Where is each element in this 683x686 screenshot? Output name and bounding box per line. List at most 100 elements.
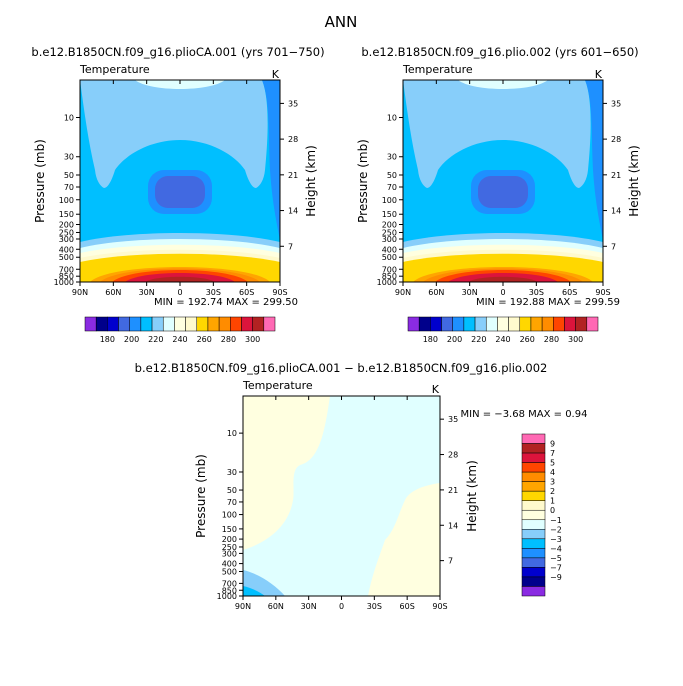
contour-fill-upper [403, 80, 591, 188]
height-tick-label: 14 [611, 207, 621, 216]
x-tick-label: 30S [206, 288, 221, 297]
y-tick-label: 200 [222, 535, 237, 544]
colorbar-label: 4 [550, 468, 555, 477]
colorbar-swatch [185, 316, 198, 332]
contour-fill-level-10 [145, 276, 215, 282]
height-tick-label: 21 [288, 171, 298, 180]
colorbar-swatch [586, 316, 599, 332]
contour-fill-polar-band [585, 80, 603, 240]
colorbar-swatch [521, 481, 546, 492]
panel-1-field-label: Temperature [79, 63, 150, 76]
y-tick-label: 50 [387, 171, 397, 180]
panel-1-units: K [272, 68, 280, 81]
y-tick-label: 500 [382, 253, 397, 262]
panel-3-title: b.e12.B1850CN.f09_g16.plioCA.001 − b.e12… [135, 361, 548, 375]
panel-2-units: K [595, 68, 603, 81]
colorbar-label: 9 [550, 440, 555, 449]
colorbar-label: −9 [550, 573, 562, 582]
y-tick-label: 300 [59, 235, 74, 244]
y-tick-label: 150 [222, 525, 237, 534]
colorbar-swatch [452, 316, 465, 332]
y-tick-label: 150 [59, 210, 74, 219]
colorbar-swatch [521, 586, 546, 597]
height-tick-label: 35 [448, 415, 458, 424]
height-tick-label: 14 [288, 207, 298, 216]
height-tick-label: 28 [448, 451, 458, 460]
colorbar-swatch [564, 316, 576, 332]
y-tick-label: 300 [382, 235, 397, 244]
panel-3-ylabel: Pressure (mb) [194, 454, 208, 538]
panel-3-plot [243, 396, 440, 596]
colorbar-swatch [418, 316, 431, 332]
colorbar-swatch [407, 316, 420, 332]
x-tick-label: 60S [239, 288, 254, 297]
colorbar-swatch [196, 316, 209, 332]
colorbar-label: 0 [550, 506, 555, 515]
panel-2-title: b.e12.B1850CN.f09_g16.plio.002 (yrs 601−… [361, 45, 638, 59]
y-tick-label: 700 [59, 265, 74, 274]
height-tick-label: 14 [448, 521, 458, 530]
colorbar-swatch [118, 316, 130, 332]
y-tick-label: 10 [387, 114, 397, 123]
colorbar-swatch [463, 316, 476, 332]
colorbar-label: −2 [550, 525, 562, 534]
y-tick-label: 850 [59, 272, 74, 281]
colorbar-swatch [485, 316, 498, 332]
y-tick-label: 1000 [54, 278, 74, 287]
colorbar-label: 240 [495, 335, 510, 344]
colorbar-label: −5 [550, 554, 562, 563]
y-tick-label: 100 [382, 196, 397, 205]
y-tick-label: 300 [222, 549, 237, 558]
colorbar-swatch [508, 316, 521, 332]
x-tick-label: 60N [428, 288, 444, 297]
panel-1-axes: 90N 60N 30N 0 30S 60S 90S103050701001502002503… [54, 80, 298, 297]
colorbar-label: 1 [550, 497, 555, 506]
colorbar-swatch [174, 316, 186, 332]
panel-2-plot [403, 80, 603, 282]
contour-fill-upper [80, 80, 268, 188]
colorbar-label: −7 [550, 563, 562, 572]
colorbar-swatch [162, 316, 175, 332]
y-tick-label: 850 [382, 272, 397, 281]
x-tick-label: 90N [235, 602, 251, 611]
panel-1-ylabel: Pressure (mb) [33, 139, 47, 223]
y-tick-label: 250 [59, 228, 74, 237]
x-tick-label: 90S [272, 288, 287, 297]
colorbar-swatch [521, 529, 546, 540]
panel-1-colorbar: 180 200 220 240 260 280 300 [84, 316, 276, 344]
colorbar-swatch [521, 452, 546, 463]
panel-3-units: K [432, 383, 440, 396]
colorbar-swatch [521, 576, 546, 587]
contour-fill-polar-band [262, 80, 280, 240]
colorbar-swatch [521, 557, 546, 568]
colorbar-swatch [497, 316, 509, 332]
panel-2-field-label: Temperature [402, 63, 473, 76]
panel-1-stats: MIN = 192.74 MAX = 299.50 [154, 297, 298, 308]
y-tick-label: 10 [64, 114, 74, 123]
y-tick-label: 500 [222, 567, 237, 576]
colorbar-swatch [140, 316, 153, 332]
colorbar-swatch [521, 490, 546, 501]
colorbar-swatch [521, 548, 546, 559]
x-tick-label: 30N [301, 602, 317, 611]
colorbar-swatch [430, 316, 442, 332]
y-tick-label: 400 [382, 245, 397, 254]
diff-fill-negative-2 [243, 586, 265, 596]
x-tick-label: 0 [339, 602, 344, 611]
y-tick-label: 200 [382, 221, 397, 230]
y-tick-label: 70 [64, 183, 74, 192]
colorbar-swatch [218, 316, 231, 332]
x-tick-label: 30N [462, 288, 478, 297]
panel-1: b.e12.B1850CN.f09_g16.plioCA.001 (yrs 70… [31, 45, 324, 344]
panel-2-colorbar: 180 200 220 240 260 280 300 [407, 316, 599, 344]
y-tick-label: 850 [222, 586, 237, 595]
y-tick-label: 10 [227, 429, 237, 438]
panel-3: b.e12.B1850CN.f09_g16.plioCA.001 − b.e12… [135, 361, 588, 611]
panel-3-axes: 90N 60N 30N 0 30S 60S 90S103050701001502002503… [217, 396, 458, 611]
colorbar-swatch [521, 443, 546, 454]
panel-3-field-label: Temperature [242, 379, 313, 392]
y-tick-label: 50 [227, 486, 237, 495]
y-tick-label: 50 [64, 171, 74, 180]
